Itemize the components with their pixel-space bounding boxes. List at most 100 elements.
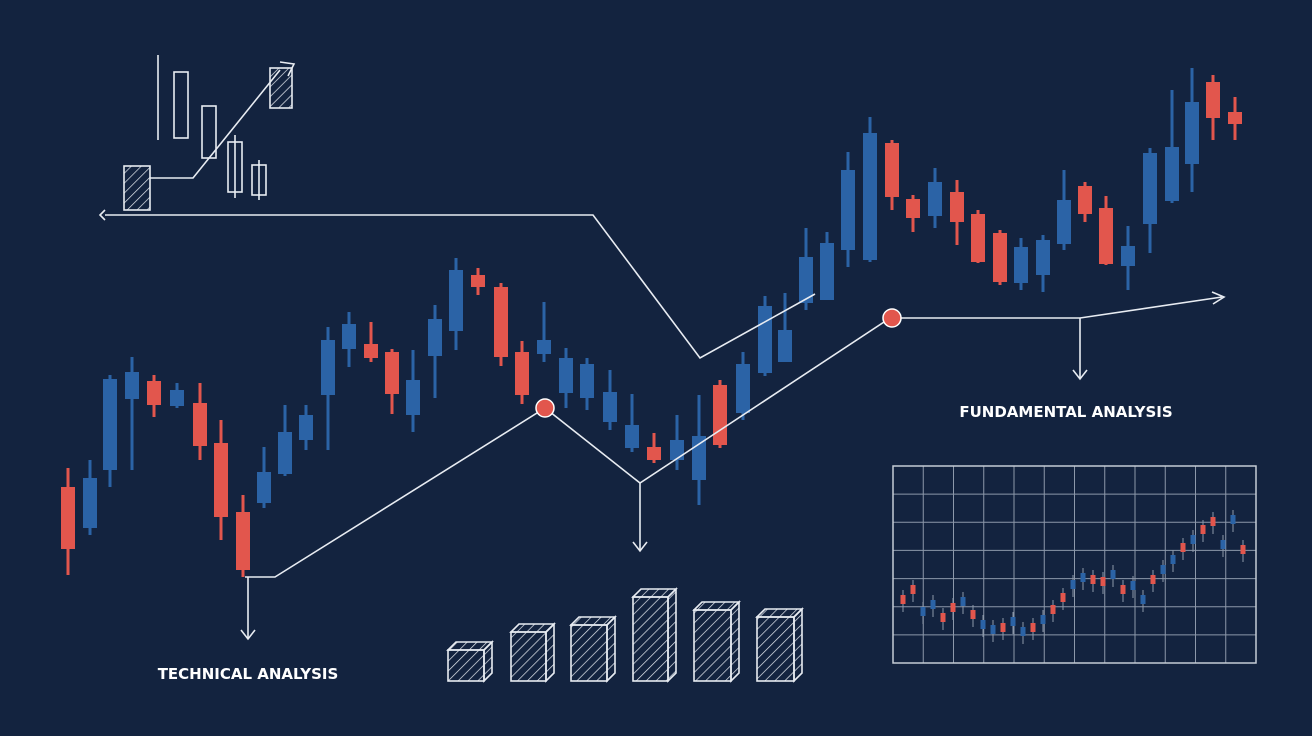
mini-body	[1000, 623, 1006, 632]
candle-body	[278, 432, 292, 474]
candle-body	[1014, 247, 1028, 283]
candle-body	[1057, 200, 1071, 244]
mini-body	[1110, 570, 1116, 579]
mini-body	[900, 595, 906, 604]
hatched-bar	[632, 596, 669, 682]
mini-body	[980, 620, 986, 629]
candle-body	[61, 487, 75, 549]
candle-body	[449, 270, 463, 331]
bar-side	[667, 587, 677, 683]
fundamental-label: FUNDAMENTAL ANALYSIS	[959, 403, 1172, 421]
mini-body	[1240, 545, 1246, 554]
mini-body	[1030, 623, 1036, 632]
sketch	[123, 55, 296, 211]
candle-body	[713, 385, 727, 445]
mini-body	[1090, 575, 1096, 584]
candle-body	[736, 364, 750, 413]
mini-body	[1210, 517, 1216, 526]
candle-body	[1099, 208, 1113, 264]
candle-body	[299, 415, 313, 440]
candle-body	[342, 324, 356, 349]
candle-body	[971, 214, 985, 262]
mini-body	[1170, 555, 1176, 564]
candle-body	[515, 352, 529, 395]
technical-label: TECHNICAL ANALYSIS	[158, 665, 339, 683]
candle-body	[494, 287, 508, 357]
candle-body	[103, 379, 117, 470]
mini-body	[1190, 535, 1196, 544]
hatched-bar	[447, 649, 485, 682]
mini-body	[1050, 605, 1056, 614]
candle-body	[471, 275, 485, 287]
candle-body	[1185, 102, 1199, 164]
candle-body	[1165, 147, 1179, 201]
candle-body	[758, 306, 772, 373]
candle-body	[321, 340, 335, 395]
candlesticks	[61, 68, 1242, 577]
mini-body	[1060, 593, 1066, 602]
grid-frame	[892, 465, 1257, 664]
candle-body	[559, 358, 573, 393]
candle-body	[385, 352, 399, 394]
mini-body	[1140, 595, 1146, 604]
candle-body	[692, 436, 706, 480]
hatched-bar	[570, 624, 608, 682]
candle-body	[1121, 246, 1135, 266]
candle-body	[1078, 186, 1092, 214]
hatched-bar	[510, 631, 547, 682]
candle-body	[993, 233, 1007, 282]
mini-body	[1080, 573, 1086, 582]
candle-body	[83, 478, 97, 528]
candle-body	[125, 372, 139, 399]
bar-side	[606, 615, 616, 683]
mini-body	[1020, 627, 1026, 636]
bar-side	[730, 600, 740, 683]
mini-body	[1100, 577, 1106, 586]
bar-side	[793, 607, 803, 683]
candle-body	[928, 182, 942, 216]
candle-body	[1143, 153, 1157, 224]
bar-sketch	[446, 587, 804, 683]
candle-body	[537, 340, 551, 354]
candle-body	[820, 243, 834, 300]
hatched-bar	[756, 616, 795, 682]
mini-body	[1180, 543, 1186, 552]
candle-body	[950, 192, 964, 222]
mini-body	[920, 607, 926, 616]
candle-body	[147, 381, 161, 405]
mini-body	[1070, 580, 1076, 589]
candle-body	[580, 364, 594, 398]
candle-body	[603, 392, 617, 422]
mini-body	[1160, 565, 1166, 574]
candle-body	[885, 143, 899, 197]
candle-body	[841, 170, 855, 250]
bar-side	[545, 622, 555, 683]
connectors	[98, 209, 1226, 641]
candle-body	[1228, 112, 1242, 124]
candle-body	[193, 403, 207, 446]
candle-body	[364, 344, 378, 358]
mini-chart	[892, 465, 1257, 664]
candle-body	[1036, 240, 1050, 275]
candle-body	[647, 447, 661, 460]
candle-body	[236, 512, 250, 570]
candle-body	[406, 380, 420, 415]
candle-body	[625, 425, 639, 448]
mini-body	[1230, 515, 1236, 524]
candle-body	[214, 443, 228, 517]
mini-body	[960, 597, 966, 606]
candle-body	[257, 472, 271, 503]
mini-body	[910, 585, 916, 594]
mini-body	[1150, 575, 1156, 584]
candle-body	[428, 319, 442, 356]
mini-body	[1040, 615, 1046, 624]
candle-body	[1206, 82, 1220, 118]
candle-body	[863, 133, 877, 260]
mini-body	[950, 603, 956, 612]
mini-body	[990, 625, 996, 634]
mini-body	[1220, 540, 1226, 549]
candle-body	[670, 440, 684, 460]
mini-body	[940, 613, 946, 622]
